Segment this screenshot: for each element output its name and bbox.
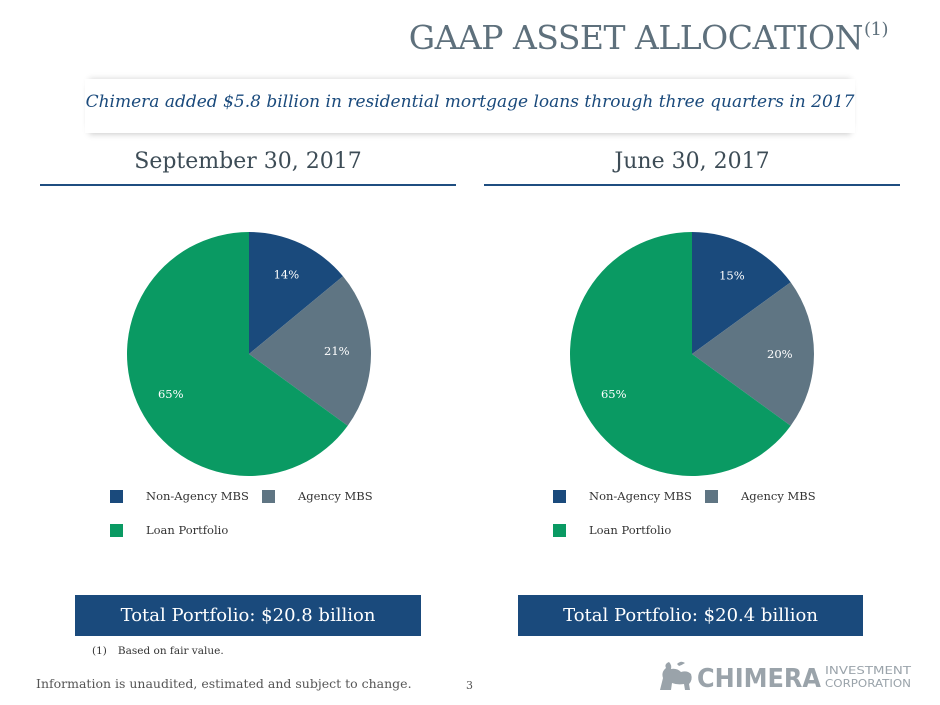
panel-heading-right: June 30, 2017 [614, 149, 770, 174]
panel-heading-left: September 30, 2017 [134, 149, 362, 174]
pie-chart-september: 14% 21% 65% [126, 232, 371, 476]
total-portfolio-box-right: Total Portfolio: $20.4 billion [518, 595, 863, 636]
legend-swatch-loan-portfolio [110, 523, 123, 537]
legend-item-non-agency-mbs-left: Non-Agency MBS [110, 489, 249, 503]
pie-chart-june: 15% 20% 65% [569, 232, 814, 476]
pie-slice-value-label: 65% [158, 387, 184, 401]
pie-slice-non-agency-mbs [249, 232, 344, 354]
legend-swatch-non-agency-mbs [553, 489, 566, 503]
footnote-number: (1) [92, 645, 107, 657]
pie-slice-value-label: 15% [719, 269, 745, 283]
subtitle-band: Chimera added $5.8 billion in residentia… [85, 79, 855, 133]
page-number: 3 [466, 679, 473, 692]
pie-slice-loan-portfolio [569, 232, 791, 476]
pie-slice-value-label: 65% [601, 387, 627, 401]
legend-swatch-agency-mbs [262, 489, 275, 503]
legend-item-loan-portfolio-left: Loan Portfolio [110, 523, 228, 537]
legend-label: Non-Agency MBS [589, 489, 692, 503]
pie-slice-value-label: 20% [767, 347, 793, 361]
logo-wordmark: CHIMERA [697, 664, 821, 692]
disclaimer: Information is unaudited, estimated and … [36, 676, 412, 691]
pie-slice-loan-portfolio [126, 232, 348, 476]
pie-slice-agency-mbs [692, 282, 814, 426]
legend-label: Agency MBS [298, 489, 373, 503]
footnote: (1) Based on fair value. [92, 645, 224, 657]
legend-item-non-agency-mbs-right: Non-Agency MBS [553, 489, 692, 503]
pie-slice-value-label: 21% [324, 344, 350, 358]
legend-label: Loan Portfolio [589, 523, 672, 537]
chimera-logo: CHIMERA INVESTMENT CORPORATION [660, 661, 911, 692]
legend-item-agency-mbs-left: Agency MBS [262, 489, 373, 503]
subtitle: Chimera added $5.8 billion in residentia… [85, 92, 855, 112]
logo-sub-corporation: CORPORATION [825, 677, 911, 690]
chimera-creature-icon [660, 661, 692, 690]
pie-slice-value-label: 14% [274, 268, 300, 282]
legend-swatch-non-agency-mbs [110, 489, 123, 503]
legend-swatch-loan-portfolio [553, 523, 566, 537]
slide-title-text: GAAP ASSET ALLOCATION [408, 18, 864, 57]
legend-label: Loan Portfolio [146, 523, 229, 537]
legend-label: Agency MBS [741, 489, 816, 503]
heading-rule-right [484, 184, 900, 186]
legend-swatch-agency-mbs [705, 489, 718, 503]
title-footnote-marker: (1) [864, 19, 889, 40]
logo-sub-investment: INVESTMENT [825, 664, 911, 677]
heading-rule-left [40, 184, 456, 186]
pie-slice-non-agency-mbs [692, 232, 791, 354]
legend-item-agency-mbs-right: Agency MBS [705, 489, 816, 503]
legend-label: Non-Agency MBS [146, 489, 249, 503]
pie-slice-agency-mbs [249, 276, 371, 426]
legend-item-loan-portfolio-right: Loan Portfolio [553, 523, 671, 537]
total-portfolio-box-left: Total Portfolio: $20.8 billion [75, 595, 421, 636]
footnote-text: Based on fair value. [117, 645, 224, 657]
slide-title: GAAP ASSET ALLOCATION(1) [408, 18, 889, 57]
